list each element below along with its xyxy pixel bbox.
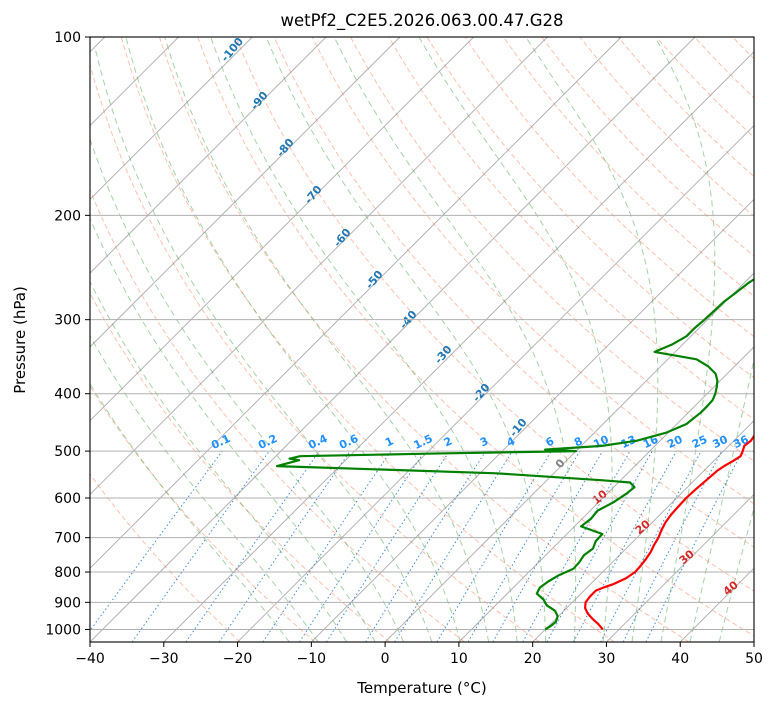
moist-adiabat — [125, 37, 461, 642]
isotherm — [237, 124, 754, 642]
x-tick-label: −20 — [223, 651, 253, 667]
dry-adiabat — [90, 62, 540, 642]
x-tick-label: 40 — [671, 651, 689, 667]
dry-adiabat — [579, 37, 754, 217]
dry-adiabat — [771, 37, 775, 642]
y-tick-label: 600 — [54, 491, 81, 507]
dry-adiabat — [235, 37, 754, 592]
x-tick-label: −10 — [297, 651, 327, 667]
temperature-line — [583, 434, 754, 631]
y-axis-label: Pressure (hPa) — [11, 286, 29, 394]
mixing-ratio-line — [325, 450, 450, 642]
dry-adiabat — [426, 37, 754, 379]
isotherm — [90, 37, 622, 569]
mixing-ratio-line — [131, 450, 270, 642]
moist-adiabat — [94, 49, 433, 642]
dry-adiabat — [541, 37, 754, 257]
isotherm — [90, 37, 327, 274]
moist-adiabat — [718, 506, 754, 642]
isotherm — [532, 419, 754, 642]
dry-adiabat — [311, 37, 754, 505]
adiabat-labels: 0.1 0.2 0.4 0.6 1 1.5 2 3 4 6 8 10 13 16 20 25 30 36-100-… — [209, 37, 751, 598]
dry-adiabat — [90, 385, 316, 642]
moist-adiabat — [90, 334, 319, 642]
x-tick-label: 30 — [598, 651, 616, 667]
mixing-ratio-line — [299, 450, 426, 642]
isotherm — [310, 198, 754, 642]
chart-title: wetPf2_C2E5.2026.063.00.47.G28 — [280, 11, 563, 31]
x-axis-label: Temperature (°C) — [356, 679, 486, 697]
diagram-lines — [90, 37, 775, 642]
dry-adiabat — [90, 188, 465, 642]
y-tick-label: 1000 — [45, 622, 81, 638]
moist-adiabat — [90, 280, 348, 642]
sounding-series — [275, 277, 754, 631]
dry-adiabat — [159, 37, 690, 642]
isotherm — [163, 51, 754, 642]
x-tick-label: −40 — [75, 651, 105, 667]
mixing-ratio-line — [546, 450, 653, 642]
y-tick-label: 400 — [54, 387, 81, 403]
mixing-ratio-label: 25 — [690, 433, 709, 451]
mixing-ratio-line — [185, 450, 320, 642]
x-tick-label: 0 — [381, 651, 390, 667]
y-tick-label: 200 — [54, 208, 81, 224]
y-tick-label: 900 — [54, 595, 81, 611]
isotherm — [606, 493, 754, 642]
y-tick-label: 500 — [54, 444, 81, 460]
dry-adiabat — [350, 37, 754, 462]
isotherm — [753, 641, 754, 642]
isotherm — [90, 37, 548, 496]
moist-adiabat — [333, 37, 577, 642]
mixing-ratio-label: 36 — [731, 433, 751, 451]
axis-ticks: −40 −30 −20 −10 0 10 20 30 40 50 100 200 300 400 500 60… — [45, 30, 763, 667]
y-tick-label: 800 — [54, 565, 81, 581]
y-tick-label: 700 — [54, 531, 81, 547]
isotherm — [384, 272, 754, 642]
mixing-ratio-line — [218, 450, 351, 642]
pressure-gridlines — [90, 37, 754, 630]
dry-adiabat — [120, 37, 615, 642]
moist-adiabat — [90, 137, 405, 642]
moist-adiabat — [525, 37, 659, 642]
dry-adiabat — [90, 473, 241, 642]
isotherm — [90, 37, 696, 642]
x-tick-label: −30 — [149, 651, 179, 667]
dry-adiabat — [464, 37, 754, 338]
moist-adiabat — [90, 217, 376, 642]
mixing-ratio-line — [573, 450, 677, 642]
y-tick-label: 300 — [54, 313, 81, 329]
mixing-ratio-line — [394, 450, 513, 642]
plot-frame — [89, 36, 755, 643]
mixing-ratio-line — [90, 450, 223, 632]
mixing-ratio-line — [645, 450, 743, 642]
x-tick-label: 20 — [524, 651, 542, 667]
moist-adiabat — [689, 357, 754, 642]
moist-adiabat — [418, 37, 613, 642]
moist-adiabat — [210, 37, 518, 642]
mixing-ratio-line — [262, 450, 392, 642]
mixing-ratio-line — [522, 450, 631, 642]
y-tick-label: 100 — [54, 30, 81, 46]
mixing-ratio-label: 30 — [711, 433, 731, 451]
dewpoint-line — [275, 277, 754, 631]
isotherm — [90, 37, 401, 348]
isotherm — [90, 37, 253, 201]
x-tick-label: 50 — [745, 651, 763, 667]
moist-adiabat — [654, 37, 716, 642]
isotherm — [458, 346, 754, 642]
plot-background — [90, 37, 754, 642]
isotherm — [90, 37, 475, 422]
dry-adiabat — [273, 37, 754, 548]
moist-adiabat — [164, 37, 490, 642]
x-tick-label: 10 — [450, 651, 468, 667]
dry-adiabat — [90, 292, 391, 642]
mixing-ratio-label: 20 — [665, 433, 685, 451]
dry-adiabat — [388, 37, 754, 420]
